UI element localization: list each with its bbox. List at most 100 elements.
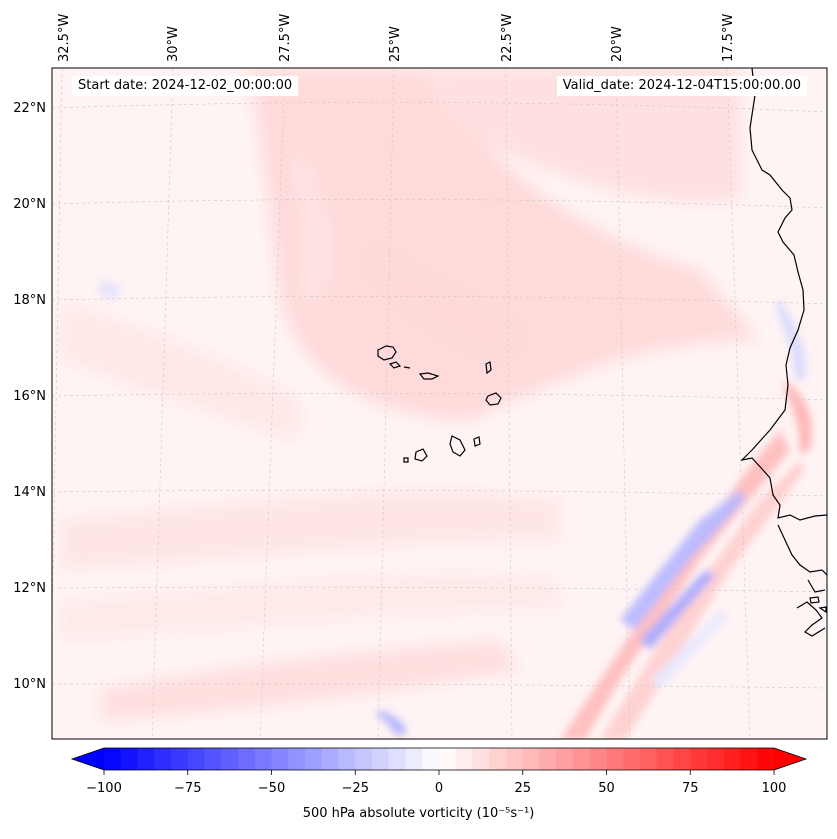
- colorbar-tick-label: −100: [86, 781, 122, 796]
- colorbar-tick-label: 0: [435, 781, 443, 796]
- colorbar-cell: [104, 748, 122, 770]
- bissagos-islands: [809, 596, 827, 614]
- lat-label: 20°N: [13, 197, 46, 212]
- colorbar-cell: [707, 748, 725, 770]
- colorbar-cell: [204, 748, 222, 770]
- colorbar-cell: [187, 748, 205, 770]
- colorbar-extend-low: [72, 748, 104, 770]
- lat-label: 22°N: [13, 101, 46, 116]
- colorbar-cell: [372, 748, 390, 770]
- colorbar-cell: [656, 748, 674, 770]
- colorbar-cell: [338, 748, 356, 770]
- cape-verde-santo-antao: [377, 345, 397, 361]
- lon-label: 17.5°W: [721, 14, 736, 62]
- colorbar-cell: [321, 748, 339, 770]
- colorbar-cell: [238, 748, 256, 770]
- colorbar-cell: [154, 748, 172, 770]
- colorbar-tick-label: 50: [598, 781, 615, 796]
- cape-verde-maio: [473, 436, 481, 447]
- gridline-lon-20: [615, 68, 631, 739]
- lon-label: 27.5°W: [278, 14, 293, 62]
- vorticity-field: [60, 68, 812, 739]
- gridline-lat-12: [52, 586, 827, 593]
- colorbar-cell: [673, 748, 691, 770]
- colorbar-tick-label: −25: [342, 781, 369, 796]
- colorbar-tick-label: 25: [514, 781, 531, 796]
- cape-verde-santa-luzia: [403, 366, 411, 369]
- gridline-lon-30: [151, 68, 174, 739]
- colorbar-cell: [137, 748, 155, 770]
- valid-date-label: Valid_date: 2024-12-04T15:00:00.00: [556, 76, 807, 96]
- gridline-lat-20: [52, 199, 827, 209]
- lat-label: 18°N: [13, 293, 46, 308]
- cape-verde-boa-vista: [485, 392, 502, 406]
- colorbar: −100 −75 −50 −25 0 25 50 75 100: [70, 747, 808, 796]
- colorbar-cell: [355, 748, 373, 770]
- colorbar-cell: [556, 748, 574, 770]
- lat-label: 12°N: [13, 581, 46, 596]
- colorbar-cell: [305, 748, 323, 770]
- colorbar-cell: [690, 748, 708, 770]
- colorbar-cell: [539, 748, 557, 770]
- cape-verde-sal: [485, 361, 492, 375]
- lon-label: 20°W: [610, 26, 625, 62]
- colorbar-extend-high: [774, 748, 806, 770]
- gridline-lat-10: [52, 683, 827, 689]
- gridline-lat-22: [52, 102, 827, 113]
- colorbar-tick-label: 75: [682, 781, 699, 796]
- colorbar-cell: [522, 748, 540, 770]
- africa-coastline-south: [777, 524, 827, 637]
- start-date-label: Start date: 2024-12-02_00:00:00: [72, 76, 299, 96]
- lon-label: 22.5°W: [500, 14, 515, 62]
- coastlines: [377, 68, 827, 637]
- colorbar-cell: [623, 748, 641, 770]
- colorbar-cell: [388, 748, 406, 770]
- gridline-lon-27.5: [259, 68, 286, 739]
- map-frame: [51, 67, 828, 740]
- colorbar-label: 500 hPa absolute vorticity (10⁻⁵s⁻¹): [302, 806, 535, 821]
- latitude-labels: 22°N 20°N 18°N 16°N 14°N 12°N 10°N: [13, 101, 46, 692]
- colorbar-cell: [120, 748, 138, 770]
- lat-label: 10°N: [13, 677, 46, 692]
- colorbar-cell: [439, 748, 457, 770]
- colorbar-tick-label: −75: [174, 781, 201, 796]
- lat-label: 14°N: [13, 485, 46, 500]
- gridline-lat-18: [52, 296, 827, 305]
- colorbar-cell: [723, 748, 741, 770]
- colorbar-cells: [104, 748, 775, 770]
- cape-verde-sao-nicolau: [418, 372, 440, 380]
- cape-verde-brava: [403, 457, 409, 463]
- colorbar-cell: [740, 748, 758, 770]
- lat-label: 16°N: [13, 389, 46, 404]
- colorbar-cell: [640, 748, 658, 770]
- colorbar-cell: [589, 748, 607, 770]
- gridlines: [52, 68, 827, 739]
- colorbar-cell: [221, 748, 239, 770]
- colorbar-cell: [489, 748, 507, 770]
- colorbar-cell: [405, 748, 423, 770]
- colorbar-cell: [422, 748, 440, 770]
- lon-label: 30°W: [166, 26, 181, 62]
- colorbar-cell: [506, 748, 524, 770]
- colorbar-cell: [254, 748, 272, 770]
- africa-coastline: [740, 68, 827, 521]
- gridline-lon-17.5: [726, 68, 751, 739]
- colorbar-cell: [171, 748, 189, 770]
- colorbar-cell: [455, 748, 473, 770]
- gridline-lon-25: [377, 68, 395, 739]
- cape-verde-fogo: [414, 448, 428, 462]
- cape-verde-sao-vicente: [388, 361, 402, 369]
- colorbar-cell: [288, 748, 306, 770]
- colorbar-tick-label: −50: [258, 781, 285, 796]
- colorbar-ticks: −100 −75 −50 −25 0 25 50 75 100: [86, 770, 786, 796]
- cape-verde-santiago: [449, 435, 466, 457]
- colorbar-cell: [472, 748, 490, 770]
- lon-label: 25°W: [388, 26, 403, 62]
- lon-label: 32.5°W: [57, 14, 72, 62]
- colorbar-cell: [757, 748, 775, 770]
- gridline-lon-22.5: [505, 68, 513, 739]
- map-panel: [52, 68, 827, 739]
- gridline-lat-14: [52, 489, 827, 497]
- colorbar-cell: [573, 748, 591, 770]
